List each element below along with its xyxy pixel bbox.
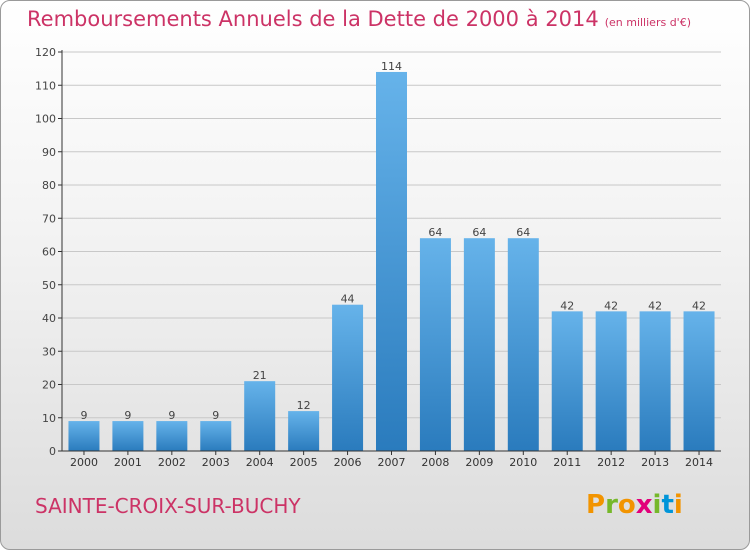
x-tick-label: 2006: [334, 456, 362, 469]
logo-letter: t: [661, 490, 674, 520]
bar: [683, 311, 715, 451]
bar: [244, 381, 276, 451]
x-tick-label: 2001: [114, 456, 142, 469]
chart-title: Remboursements Annuels de la Dette de 20…: [27, 7, 691, 31]
chart-unit: (en milliers d'€): [604, 16, 691, 29]
y-tick-label: 100: [35, 113, 56, 126]
commune-name: SAINTE-CROIX-SUR-BUCHY: [35, 494, 301, 518]
bar: [463, 238, 495, 451]
logo-letter: P: [586, 490, 606, 520]
data-label: 12: [297, 399, 311, 412]
data-label: 42: [692, 299, 706, 312]
bar: [507, 238, 539, 451]
x-tick-label: 2007: [378, 456, 406, 469]
data-label: 42: [648, 299, 662, 312]
data-label: 21: [253, 369, 267, 382]
x-tick-label: 2014: [685, 456, 713, 469]
x-tick-label: 2002: [158, 456, 186, 469]
data-label: 42: [560, 299, 574, 312]
y-tick-label: 120: [35, 46, 56, 59]
x-tick-label: 2003: [202, 456, 230, 469]
y-tick-label: 70: [42, 212, 56, 225]
x-tick-label: 2000: [70, 456, 98, 469]
data-label: 42: [604, 299, 618, 312]
axes: 0 10 20 30 40 50 60 70 80 90 100 110 120 2000 2001 2002…: [35, 46, 721, 469]
logo-letter: x: [635, 490, 653, 520]
bar: [68, 421, 100, 451]
bar: [156, 421, 188, 451]
logo-letter: i: [652, 490, 662, 520]
y-tick-label: 20: [42, 379, 56, 392]
data-label: 9: [212, 409, 219, 422]
chart-title-text: Remboursements Annuels de la Dette de 20…: [27, 7, 599, 31]
bar: [112, 421, 144, 451]
y-tick-label: 50: [42, 279, 56, 292]
y-tick-label: 60: [42, 246, 56, 259]
data-labels: 9 9 9 9 21 12 44 114 64 64 64 42 42 42 42: [80, 60, 706, 422]
bar: [551, 311, 583, 451]
bar: [376, 71, 407, 451]
y-tick-label: 40: [42, 312, 56, 325]
logo-letter: o: [617, 490, 636, 520]
x-tick-label: 2012: [597, 456, 625, 469]
y-tick-label: 80: [42, 179, 56, 192]
x-tick-label: 2004: [246, 456, 274, 469]
data-label: 64: [428, 226, 442, 239]
data-label: 9: [124, 409, 131, 422]
bar: [639, 311, 671, 451]
x-tick-label: 2011: [553, 456, 581, 469]
y-tick-label: 90: [42, 146, 56, 159]
bar: [595, 311, 627, 451]
data-label: 114: [381, 60, 402, 73]
bar: [419, 238, 451, 451]
y-tick-label: 0: [49, 445, 56, 458]
logo-letter: r: [605, 490, 618, 520]
data-label: 44: [341, 293, 355, 306]
data-label: 9: [168, 409, 175, 422]
x-tick-label: 2010: [509, 456, 537, 469]
bar: [288, 411, 320, 451]
data-label: 64: [472, 226, 486, 239]
bar: [200, 421, 232, 451]
y-tick-label: 30: [42, 345, 56, 358]
proxiti-logo: Proxiti: [586, 490, 683, 520]
bar: [332, 304, 364, 451]
x-tick-label: 2009: [465, 456, 493, 469]
y-tick-label: 110: [35, 79, 56, 92]
data-label: 9: [80, 409, 87, 422]
y-tick-label: 10: [42, 412, 56, 425]
bars: [68, 71, 715, 451]
logo-letter: i: [673, 490, 683, 520]
x-tick-label: 2008: [421, 456, 449, 469]
x-tick-label: 2005: [290, 456, 318, 469]
data-label: 64: [516, 226, 530, 239]
x-tick-label: 2013: [641, 456, 669, 469]
